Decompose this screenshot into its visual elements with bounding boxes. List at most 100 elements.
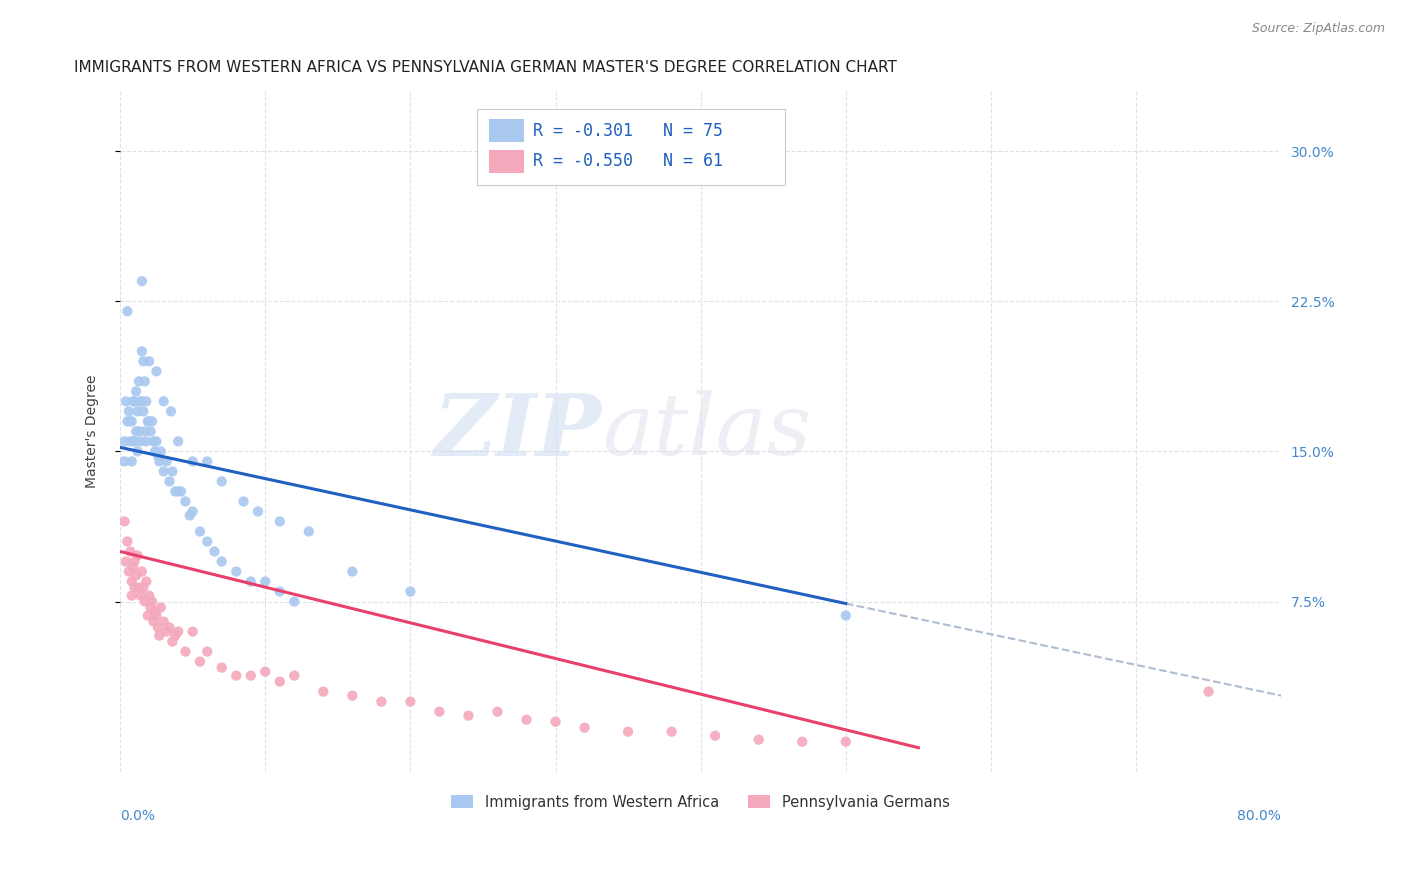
Point <box>124 394 146 409</box>
Point <box>457 708 479 723</box>
Point <box>122 394 145 409</box>
Point <box>141 594 163 608</box>
Point <box>120 414 142 428</box>
Point <box>342 689 364 703</box>
Point <box>134 374 156 388</box>
Point <box>165 484 187 499</box>
Point <box>127 549 149 563</box>
Point <box>128 374 150 388</box>
Point <box>132 404 155 418</box>
Point <box>115 394 138 409</box>
Point <box>167 434 190 449</box>
Point <box>114 454 136 468</box>
Point <box>114 434 136 449</box>
Point <box>399 584 422 599</box>
Point <box>160 404 183 418</box>
Point <box>195 644 218 658</box>
Point <box>225 668 247 682</box>
Point <box>127 444 149 458</box>
Point <box>114 515 136 529</box>
Point <box>661 724 683 739</box>
Point <box>232 494 254 508</box>
Point <box>132 581 155 595</box>
Point <box>131 274 153 288</box>
Point <box>146 621 169 635</box>
Point <box>195 454 218 468</box>
Point <box>131 565 153 579</box>
Point <box>239 668 262 682</box>
Point <box>792 734 814 748</box>
Point <box>1198 684 1220 698</box>
Point <box>124 581 146 595</box>
Point <box>121 454 143 468</box>
Point <box>148 454 170 468</box>
Point <box>143 605 166 619</box>
Point <box>544 714 567 729</box>
Point <box>254 665 277 679</box>
Point <box>129 589 152 603</box>
Point <box>188 655 211 669</box>
Point <box>170 484 193 499</box>
Point <box>139 425 162 439</box>
Legend: Immigrants from Western Africa, Pennsylvania Germans: Immigrants from Western Africa, Pennsylv… <box>446 789 956 815</box>
Point <box>298 524 321 539</box>
Point <box>122 560 145 574</box>
Point <box>429 705 451 719</box>
Point <box>131 394 153 409</box>
Point <box>704 729 727 743</box>
Point <box>204 544 226 558</box>
Point <box>515 713 537 727</box>
Y-axis label: Master's Degree: Master's Degree <box>86 375 100 488</box>
Point <box>146 449 169 463</box>
Point <box>115 554 138 568</box>
Point <box>128 425 150 439</box>
Text: IMMIGRANTS FROM WESTERN AFRICA VS PENNSYLVANIA GERMAN MASTER'S DEGREE CORRELATIO: IMMIGRANTS FROM WESTERN AFRICA VS PENNSY… <box>73 60 897 75</box>
Text: R = -0.301   N = 75: R = -0.301 N = 75 <box>533 121 724 139</box>
Point <box>370 695 392 709</box>
Point <box>159 621 181 635</box>
Point <box>121 589 143 603</box>
Point <box>145 608 167 623</box>
Point <box>125 568 148 582</box>
Point <box>159 475 181 489</box>
Point <box>188 524 211 539</box>
Point <box>129 434 152 449</box>
Point <box>124 434 146 449</box>
Point <box>165 629 187 643</box>
Point <box>131 344 153 359</box>
Point <box>211 475 233 489</box>
Text: atlas: atlas <box>602 390 811 473</box>
FancyBboxPatch shape <box>489 119 524 142</box>
Point <box>117 414 139 428</box>
Point <box>835 734 858 748</box>
Point <box>134 425 156 439</box>
Point <box>148 629 170 643</box>
Point <box>125 425 148 439</box>
Point <box>574 721 596 735</box>
FancyBboxPatch shape <box>489 150 524 173</box>
Point <box>120 544 142 558</box>
Point <box>155 454 177 468</box>
Point <box>167 484 190 499</box>
Point <box>141 414 163 428</box>
Point <box>142 615 165 629</box>
Text: R = -0.550   N = 61: R = -0.550 N = 61 <box>533 153 724 170</box>
Point <box>195 534 218 549</box>
Point <box>145 364 167 378</box>
Point <box>120 434 142 449</box>
Point <box>143 444 166 458</box>
Point <box>135 394 157 409</box>
Point <box>142 434 165 449</box>
Point <box>125 384 148 399</box>
Point <box>124 554 146 568</box>
Point <box>211 660 233 674</box>
Point <box>312 684 335 698</box>
Text: ZIP: ZIP <box>434 390 602 473</box>
Text: 0.0%: 0.0% <box>120 809 155 823</box>
Point <box>167 624 190 639</box>
Point <box>181 624 204 639</box>
FancyBboxPatch shape <box>477 110 786 185</box>
Point <box>181 454 204 468</box>
Point <box>399 695 422 709</box>
Point <box>162 634 184 648</box>
